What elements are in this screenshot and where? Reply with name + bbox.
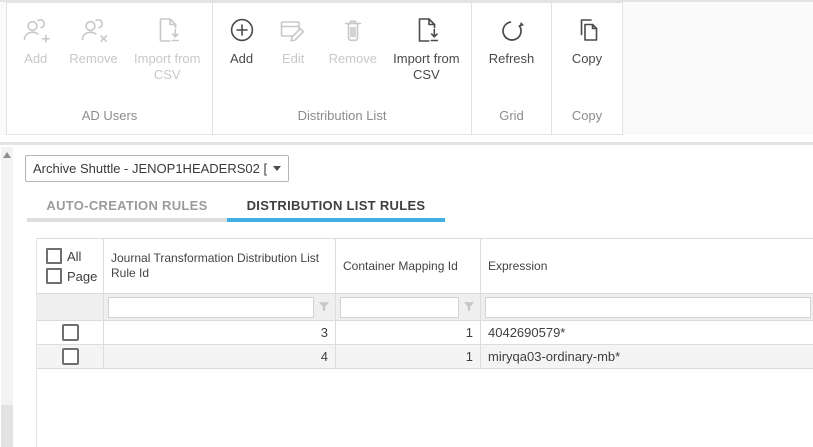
button-label: Remove [69, 51, 118, 66]
ad-users-add-button[interactable]: Add [15, 14, 57, 67]
select-page-control[interactable]: Page [46, 268, 97, 284]
ribbon-panel: Add Remove [6, 2, 623, 135]
rules-tabs: AUTO-CREATION RULES DISTRIBUTION LIST RU… [27, 192, 445, 222]
filter-input-expression[interactable] [485, 296, 811, 318]
ad-users-remove-button[interactable]: Remove [65, 14, 123, 67]
button-label: Copy [571, 51, 603, 66]
select-page-checkbox[interactable] [46, 268, 62, 284]
distribution-list-rules-grid: All Page Journal Transformation Distribu… [36, 238, 813, 447]
ribbon-group-label-grid: Grid [499, 108, 524, 123]
ad-users-import-csv-button[interactable]: Import from CSV [130, 14, 204, 83]
import-csv-icon [410, 14, 442, 48]
cell-container-mapping-id: 1 [336, 345, 481, 369]
distribution-list-import-csv-button[interactable]: Import from CSV [389, 14, 463, 83]
row-select-cell [37, 345, 104, 369]
button-label: Add [230, 51, 254, 66]
column-header-expression[interactable]: Expression [481, 239, 813, 294]
copy-button[interactable]: Copy [564, 14, 610, 67]
table-row[interactable]: 3 1 4042690579* [37, 321, 813, 345]
grid-filter-row [37, 294, 813, 321]
cell-rule-id: 4 [104, 345, 336, 369]
scrollbar-thumb[interactable] [1, 405, 13, 447]
filter-input-rule-id[interactable] [108, 296, 314, 318]
column-header-label: Container Mapping Id [343, 258, 458, 273]
column-header-container-mapping-id[interactable]: Container Mapping Id [336, 239, 481, 294]
column-header-label: Journal Transformation Distribution List… [111, 251, 320, 280]
ribbon-group-label-ad-users: AD Users [81, 108, 138, 123]
import-csv-icon [151, 14, 183, 48]
link-selector-dropdown[interactable]: Archive Shuttle - JENOP1HEADERS02 [( [25, 155, 289, 182]
filter-input-container-mapping-id[interactable] [340, 296, 459, 318]
filter-cell-expression [481, 294, 813, 321]
ribbon-group-label-distribution-list: Distribution List [297, 108, 387, 123]
ribbon-group-label-copy: Copy [571, 108, 603, 123]
tab-label: DISTRIBUTION LIST RULES [246, 197, 426, 213]
user-add-icon [20, 14, 52, 48]
select-all-label: All [67, 248, 82, 264]
column-header-rule-id[interactable]: Journal Transformation Distribution List… [104, 239, 336, 294]
filter-cell-select [37, 294, 104, 321]
row-checkbox[interactable] [61, 324, 79, 341]
vertical-scrollbar[interactable] [1, 147, 13, 447]
scroll-up-icon[interactable] [3, 152, 11, 158]
cell-rule-id: 3 [104, 321, 336, 345]
select-page-label: Page [67, 268, 98, 284]
ribbon-group-copy: Copy Copy [552, 3, 622, 134]
toolbar-content-divider [0, 142, 813, 145]
column-header-label: Expression [488, 258, 548, 273]
ribbon-group-distribution-list: Add Edit [213, 3, 472, 134]
select-column-header: All Page [37, 239, 104, 294]
row-checkbox[interactable] [61, 348, 79, 365]
tab-auto-creation-rules[interactable]: AUTO-CREATION RULES [27, 192, 227, 222]
edit-icon [277, 14, 309, 48]
grid-header-row: All Page Journal Transformation Distribu… [37, 238, 813, 294]
ribbon-group-ad-users: Add Remove [7, 3, 213, 134]
refresh-icon [496, 14, 528, 48]
filter-funnel-icon[interactable] [463, 301, 475, 313]
button-label: Edit [281, 51, 305, 66]
cell-expression: miryqa03-ordinary-mb* [481, 345, 813, 369]
ribbon-group-grid: Refresh Grid [472, 3, 552, 134]
filter-funnel-icon[interactable] [318, 301, 330, 313]
button-label: Import from CSV [134, 51, 201, 82]
select-all-control[interactable]: All [46, 248, 81, 264]
distribution-list-add-button[interactable]: Add [221, 14, 263, 67]
link-selector-value: Archive Shuttle - JENOP1HEADERS02 [( [33, 161, 268, 176]
row-select-cell [37, 321, 104, 345]
tab-label: AUTO-CREATION RULES [46, 197, 208, 213]
distribution-list-remove-button[interactable]: Remove [324, 14, 382, 67]
tab-distribution-list-rules[interactable]: DISTRIBUTION LIST RULES [227, 192, 445, 222]
filter-cell-rule-id [104, 294, 336, 321]
ribbon-toolbar: Add Remove [0, 0, 813, 135]
cell-expression: 4042690579* [481, 321, 813, 345]
filter-cell-container-mapping-id [336, 294, 481, 321]
button-label: Add [24, 51, 48, 66]
trash-icon [337, 14, 369, 48]
copy-icon [571, 14, 603, 48]
select-all-checkbox[interactable] [46, 248, 62, 264]
table-row[interactable]: 4 1 miryqa03-ordinary-mb* [37, 345, 813, 369]
button-label: Import from CSV [393, 51, 460, 82]
user-remove-icon [78, 14, 110, 48]
add-circle-icon [226, 14, 258, 48]
button-label: Remove [328, 51, 377, 66]
dropdown-caret-icon [273, 166, 281, 171]
cell-container-mapping-id: 1 [336, 321, 481, 345]
button-label: Refresh [488, 51, 535, 66]
grid-refresh-button[interactable]: Refresh [480, 14, 544, 67]
distribution-list-edit-button[interactable]: Edit [270, 14, 316, 67]
